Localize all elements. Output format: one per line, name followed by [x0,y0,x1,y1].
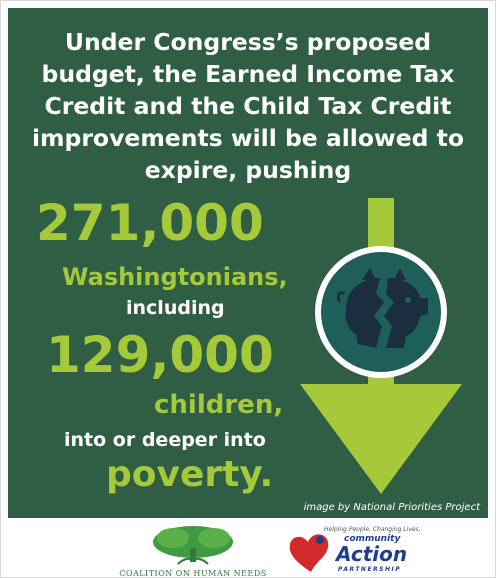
headline: Under Congress’s proposed budget, the Ea… [31,28,465,184]
label-including: including [126,297,225,319]
arrow-head [300,384,462,494]
broken-piggy-bank-icon [336,268,428,348]
label-into-poverty: into or deeper into [64,429,266,451]
label-washingtonians: Washingtonians, [62,263,288,291]
label-poverty: poverty. [106,454,274,495]
coalition-logo-text: COALITION ON HUMAN NEEDS [119,569,267,578]
figure-washingtonians: 271,000 [36,194,264,252]
heart-person-icon [289,534,329,572]
coalition-on-human-needs-logo: COALITION ON HUMAN NEEDS [118,524,268,578]
icon-circle [321,252,441,372]
cap-action: Action [336,542,408,566]
cap-community: community [344,534,401,544]
figure-children: 129,000 [46,326,274,384]
tree-icon [153,526,233,565]
down-arrow-graphic [300,198,462,494]
community-action-partnership-logo: Helping People. Changing Lives. communit… [286,526,421,578]
cap-partnership: PARTNERSHIP [338,566,402,573]
infographic-panel: Under Congress’s proposed budget, the Ea… [8,8,488,518]
image-credit: image by National Priorities Project [303,502,480,513]
cap-tagline: Helping People. Changing Lives. [324,526,421,533]
label-children: children, [154,390,284,420]
